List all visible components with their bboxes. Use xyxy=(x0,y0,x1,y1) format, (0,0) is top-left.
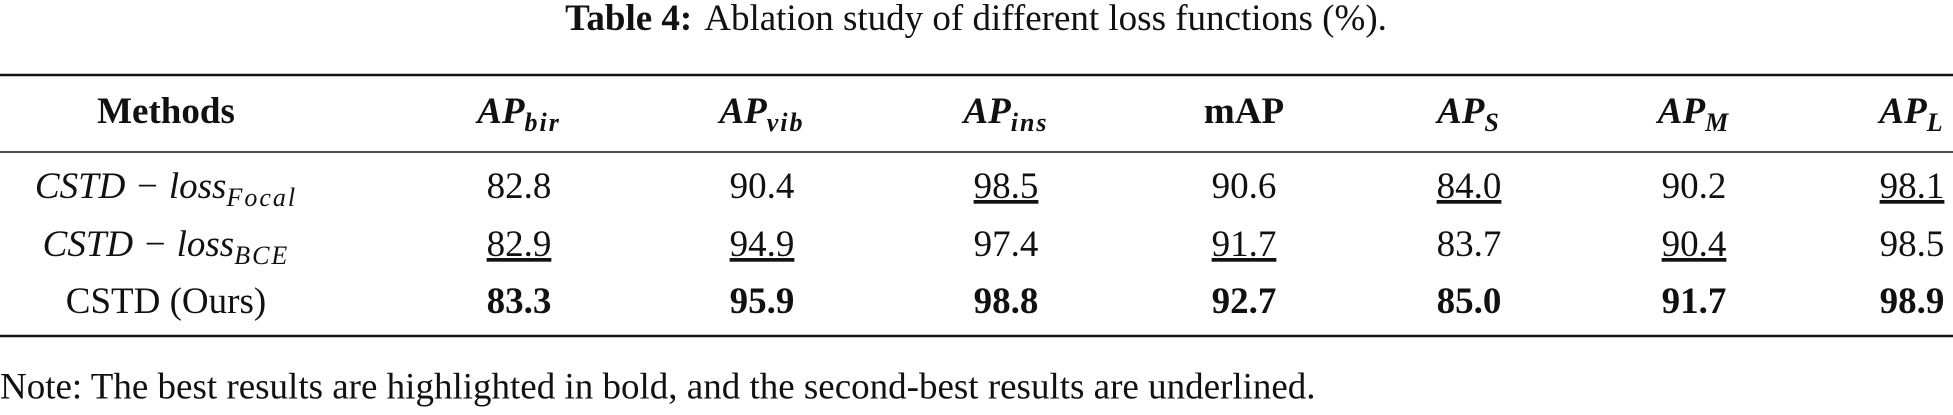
value-cell: 90.4 xyxy=(1662,224,1727,265)
value-cell: 83.3 xyxy=(487,281,552,322)
header-cell: APM xyxy=(1656,91,1730,136)
header-cell-sub: M xyxy=(1704,108,1730,137)
caption-text: Ablation study of different loss functio… xyxy=(704,0,1387,39)
value-cell-text: 91.7 xyxy=(1212,224,1277,265)
value-cell-text: 92.7 xyxy=(1212,281,1277,322)
value-cell-text: 83.3 xyxy=(487,281,552,322)
value-cell: 98.5 xyxy=(974,166,1039,207)
header-cell-sub: S xyxy=(1484,108,1500,137)
value-cell-text: 82.9 xyxy=(487,224,552,265)
value-cell: 91.7 xyxy=(1662,281,1727,322)
value-cell-text: 98.8 xyxy=(974,281,1039,322)
value-cell: 82.8 xyxy=(487,166,552,207)
header-cell-text: mAP xyxy=(1204,91,1284,132)
header-cell-sub: ins xyxy=(1011,108,1049,137)
value-cell-text: 83.7 xyxy=(1437,224,1502,265)
header-cell-sub: vib xyxy=(767,108,805,137)
value-cell: 82.9 xyxy=(487,224,552,265)
header-cell-text: AP xyxy=(717,91,767,132)
value-cell: 90.6 xyxy=(1212,166,1277,207)
value-cell-text: 91.7 xyxy=(1662,281,1727,322)
value-cell: 90.2 xyxy=(1662,166,1727,207)
value-cell: 98.9 xyxy=(1880,281,1945,322)
header-cell-text: AP xyxy=(1656,91,1706,132)
header-cell: APS xyxy=(1435,91,1501,136)
value-cell: 98.1 xyxy=(1880,166,1945,207)
value-cell-text: 95.9 xyxy=(730,281,795,322)
value-cell-text: 98.9 xyxy=(1880,281,1945,322)
header-cell: Methods xyxy=(97,91,235,132)
value-cell: 97.4 xyxy=(974,224,1039,265)
value-cell: 95.9 xyxy=(730,281,795,322)
header-cell-text: AP xyxy=(1435,91,1485,132)
value-cell: 91.7 xyxy=(1212,224,1277,265)
caption: Table 4: Ablation study of different loss… xyxy=(565,0,1387,39)
header-cell-text: AP xyxy=(1877,91,1927,132)
value-cell-text: 90.2 xyxy=(1662,166,1727,207)
method-cell-text: CSTD − loss xyxy=(43,224,235,265)
value-cell: 92.7 xyxy=(1212,281,1277,322)
note: Note: The best results are highlighted i… xyxy=(0,366,1316,407)
value-cell: 98.5 xyxy=(1880,224,1945,265)
value-cell-text: 90.4 xyxy=(730,166,795,207)
method-cell-text: CSTD (Ours) xyxy=(66,281,266,322)
header-cell: APvib xyxy=(717,91,804,136)
value-cell: 85.0 xyxy=(1437,281,1502,322)
value-cell-text: 98.5 xyxy=(974,166,1039,207)
method-cell: CSTD (Ours) xyxy=(66,281,266,322)
value-cell: 94.9 xyxy=(730,224,795,265)
method-cell-sub: BCE xyxy=(234,241,289,270)
value-cell-text: 90.4 xyxy=(1662,224,1727,265)
header-cell-text: Methods xyxy=(97,91,235,132)
value-cell-text: 85.0 xyxy=(1437,281,1502,322)
value-cell-text: 98.5 xyxy=(1880,224,1945,265)
header-cell: APins xyxy=(961,91,1048,136)
value-cell-text: 97.4 xyxy=(974,224,1039,265)
method-cell-text: CSTD − loss xyxy=(35,166,227,207)
method-cell-sub: Focal xyxy=(225,183,297,212)
value-cell: 90.4 xyxy=(730,166,795,207)
header-cell: mAP xyxy=(1204,91,1284,132)
caption-label: Table 4: xyxy=(565,0,692,39)
header-cell-sub: bir xyxy=(524,108,560,137)
value-cell-text: 82.8 xyxy=(487,166,552,207)
value-cell-text: 94.9 xyxy=(730,224,795,265)
method-cell: CSTD − lossBCE xyxy=(43,224,290,269)
value-cell: 98.8 xyxy=(974,281,1039,322)
header-cell: APbir xyxy=(475,91,561,136)
header-cell: APL xyxy=(1877,91,1944,136)
header-cell-sub: L xyxy=(1926,108,1945,137)
value-cell: 84.0 xyxy=(1437,166,1502,207)
value-cell-text: 98.1 xyxy=(1880,166,1945,207)
header-cell-text: AP xyxy=(961,91,1011,132)
value-cell-text: 84.0 xyxy=(1437,166,1502,207)
value-cell-text: 90.6 xyxy=(1212,166,1277,207)
method-cell: CSTD − lossFocal xyxy=(35,166,297,211)
value-cell: 83.7 xyxy=(1437,224,1502,265)
header-cell-text: AP xyxy=(475,91,525,132)
